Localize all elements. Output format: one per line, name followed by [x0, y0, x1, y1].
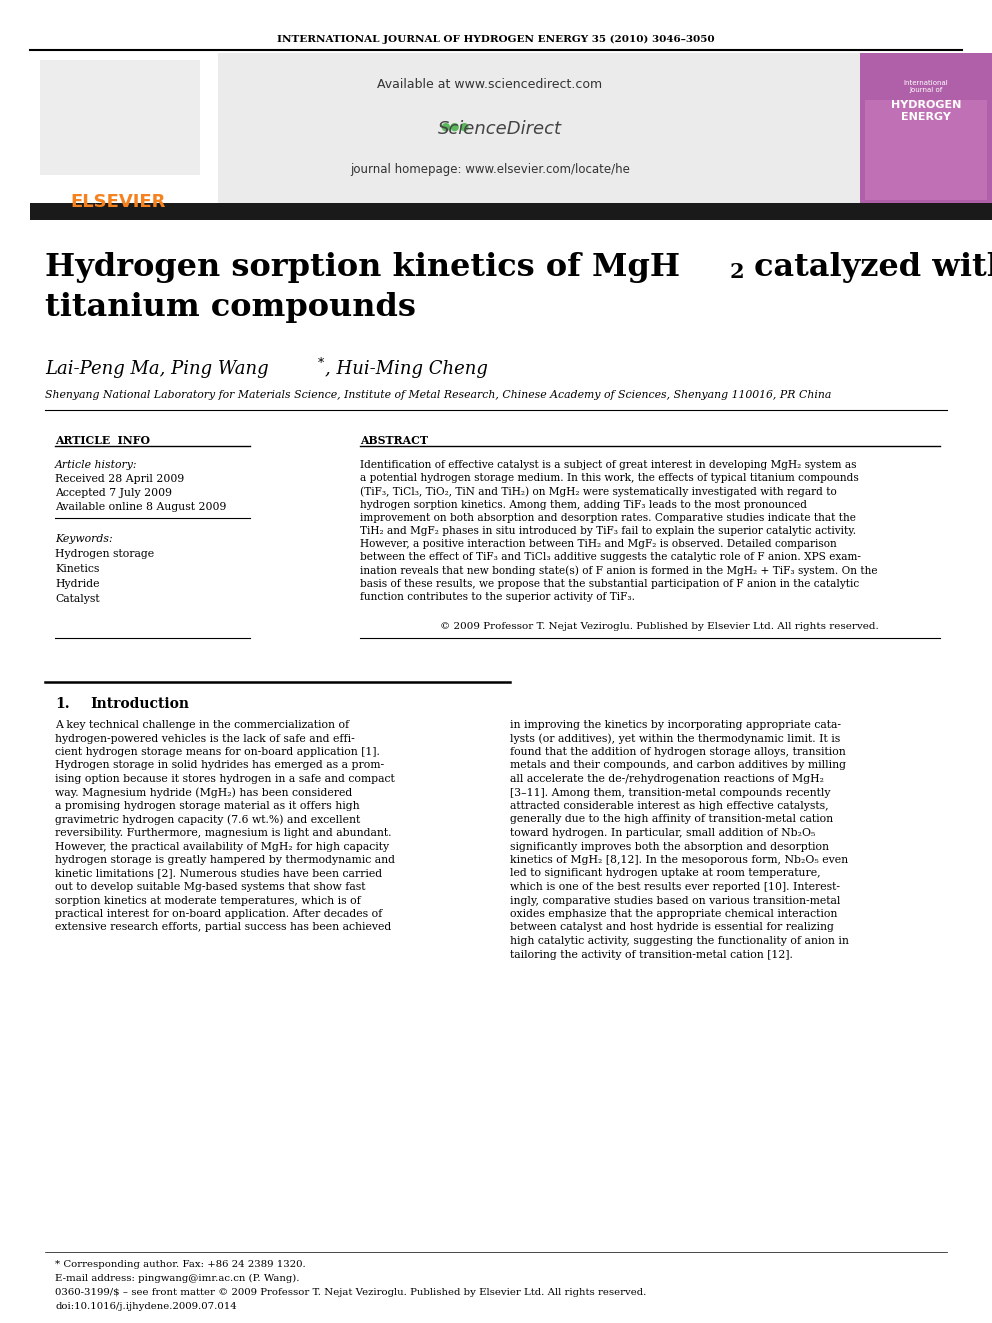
- Text: Shenyang National Laboratory for Materials Science, Institute of Metal Research,: Shenyang National Laboratory for Materia…: [45, 390, 831, 400]
- Text: toward hydrogen. In particular, small addition of Nb₂O₅: toward hydrogen. In particular, small ad…: [510, 828, 815, 837]
- Text: journal homepage: www.elsevier.com/locate/he: journal homepage: www.elsevier.com/locat…: [350, 163, 630, 176]
- Text: Article history:: Article history:: [55, 460, 138, 470]
- Text: Keywords:: Keywords:: [55, 534, 113, 544]
- Text: A key technical challenge in the commercialization of: A key technical challenge in the commerc…: [55, 720, 349, 730]
- Text: ising option because it stores hydrogen in a safe and compact: ising option because it stores hydrogen …: [55, 774, 395, 785]
- Text: Identification of effective catalyst is a subject of great interest in developin: Identification of effective catalyst is …: [360, 460, 856, 470]
- Text: Hydrogen sorption kinetics of MgH: Hydrogen sorption kinetics of MgH: [45, 251, 681, 283]
- Text: [3–11]. Among them, transition-metal compounds recently: [3–11]. Among them, transition-metal com…: [510, 787, 830, 798]
- Text: ARTICLE  INFO: ARTICLE INFO: [55, 435, 150, 446]
- Text: kinetic limitations [2]. Numerous studies have been carried: kinetic limitations [2]. Numerous studie…: [55, 868, 382, 878]
- Bar: [30, 53, 892, 205]
- Text: Hydride: Hydride: [55, 579, 99, 589]
- Text: attracted considerable interest as high effective catalysts,: attracted considerable interest as high …: [510, 800, 828, 811]
- Text: metals and their compounds, and carbon additives by milling: metals and their compounds, and carbon a…: [510, 761, 846, 770]
- Bar: [30, 202, 992, 220]
- Text: ●●●: ●●●: [440, 122, 469, 132]
- Text: INTERNATIONAL JOURNAL OF HYDROGEN ENERGY 35 (2010) 3046–3050: INTERNATIONAL JOURNAL OF HYDROGEN ENERGY…: [277, 34, 715, 44]
- Text: ScienceDirect: ScienceDirect: [438, 120, 562, 138]
- Text: a promising hydrogen storage material as it offers high: a promising hydrogen storage material as…: [55, 800, 360, 811]
- Bar: [30, 53, 218, 205]
- Text: led to significant hydrogen uptake at room temperature,: led to significant hydrogen uptake at ro…: [510, 868, 820, 878]
- Text: Hydrogen storage in solid hydrides has emerged as a prom-: Hydrogen storage in solid hydrides has e…: [55, 761, 384, 770]
- Text: significantly improves both the absorption and desorption: significantly improves both the absorpti…: [510, 841, 829, 852]
- Text: hydrogen sorption kinetics. Among them, adding TiF₃ leads to the most pronounced: hydrogen sorption kinetics. Among them, …: [360, 500, 807, 509]
- Text: tailoring the activity of transition-metal cation [12].: tailoring the activity of transition-met…: [510, 950, 793, 959]
- Text: generally due to the high affinity of transition-metal cation: generally due to the high affinity of tr…: [510, 815, 833, 824]
- Bar: [865, 101, 987, 200]
- Text: practical interest for on-board application. After decades of: practical interest for on-board applicat…: [55, 909, 382, 919]
- Text: found that the addition of hydrogen storage alloys, transition: found that the addition of hydrogen stor…: [510, 747, 846, 757]
- Text: hydrogen-powered vehicles is the lack of safe and effi-: hydrogen-powered vehicles is the lack of…: [55, 733, 355, 744]
- Text: ABSTRACT: ABSTRACT: [360, 435, 428, 446]
- Text: between catalyst and host hydride is essential for realizing: between catalyst and host hydride is ess…: [510, 922, 834, 933]
- Text: E-mail address: pingwang@imr.ac.cn (P. Wang).: E-mail address: pingwang@imr.ac.cn (P. W…: [55, 1274, 300, 1283]
- Text: out to develop suitable Mg-based systems that show fast: out to develop suitable Mg-based systems…: [55, 882, 365, 892]
- Text: all accelerate the de-/rehydrogenation reactions of MgH₂: all accelerate the de-/rehydrogenation r…: [510, 774, 824, 785]
- Text: TiH₂ and MgF₂ phases in situ introduced by TiF₃ fail to explain the superior cat: TiH₂ and MgF₂ phases in situ introduced …: [360, 527, 856, 536]
- Text: Kinetics: Kinetics: [55, 564, 99, 574]
- Text: a potential hydrogen storage medium. In this work, the effects of typical titani: a potential hydrogen storage medium. In …: [360, 474, 859, 483]
- Bar: [40, 60, 200, 175]
- Text: doi:10.1016/j.ijhydene.2009.07.014: doi:10.1016/j.ijhydene.2009.07.014: [55, 1302, 237, 1311]
- Text: 0360-3199/$ – see front matter © 2009 Professor T. Nejat Veziroglu. Published by: 0360-3199/$ – see front matter © 2009 Pr…: [55, 1289, 647, 1297]
- Text: lysts (or additives), yet within the thermodynamic limit. It is: lysts (or additives), yet within the the…: [510, 733, 840, 744]
- Text: Received 28 April 2009: Received 28 April 2009: [55, 474, 185, 484]
- Text: Introduction: Introduction: [90, 697, 189, 710]
- Text: © 2009 Professor T. Nejat Veziroglu. Published by Elsevier Ltd. All rights reser: © 2009 Professor T. Nejat Veziroglu. Pub…: [440, 622, 879, 631]
- Text: 2: 2: [730, 262, 745, 282]
- Text: (TiF₃, TiCl₃, TiO₂, TiN and TiH₂) on MgH₂ were systematically investigated with : (TiF₃, TiCl₃, TiO₂, TiN and TiH₂) on MgH…: [360, 487, 836, 497]
- Text: titanium compounds: titanium compounds: [45, 292, 416, 323]
- Text: oxides emphasize that the appropriate chemical interaction: oxides emphasize that the appropriate ch…: [510, 909, 837, 919]
- Text: ination reveals that new bonding state(s) of F anion is formed in the MgH₂ + TiF: ination reveals that new bonding state(s…: [360, 566, 878, 576]
- Text: in improving the kinetics by incorporating appropriate cata-: in improving the kinetics by incorporati…: [510, 720, 841, 730]
- Text: *: *: [318, 357, 324, 370]
- Text: cient hydrogen storage means for on-board application [1].: cient hydrogen storage means for on-boar…: [55, 747, 380, 757]
- Text: ingly, comparative studies based on various transition-metal: ingly, comparative studies based on vari…: [510, 896, 840, 905]
- Text: Available at www.sciencedirect.com: Available at www.sciencedirect.com: [377, 78, 602, 91]
- Text: hydrogen storage is greatly hampered by thermodynamic and: hydrogen storage is greatly hampered by …: [55, 855, 395, 865]
- Text: which is one of the best results ever reported [10]. Interest-: which is one of the best results ever re…: [510, 882, 840, 892]
- Text: However, the practical availability of MgH₂ for high capacity: However, the practical availability of M…: [55, 841, 389, 852]
- Text: basis of these results, we propose that the substantial participation of F anion: basis of these results, we propose that …: [360, 578, 859, 589]
- Text: catalyzed with: catalyzed with: [743, 251, 992, 283]
- Text: Catalyst: Catalyst: [55, 594, 99, 605]
- Text: way. Magnesium hydride (MgH₂) has been considered: way. Magnesium hydride (MgH₂) has been c…: [55, 787, 352, 798]
- Text: Accepted 7 July 2009: Accepted 7 July 2009: [55, 488, 172, 497]
- Text: reversibility. Furthermore, magnesium is light and abundant.: reversibility. Furthermore, magnesium is…: [55, 828, 392, 837]
- Text: kinetics of MgH₂ [8,12]. In the mesoporous form, Nb₂O₅ even: kinetics of MgH₂ [8,12]. In the mesoporo…: [510, 855, 848, 865]
- Text: * Corresponding author. Fax: +86 24 2389 1320.: * Corresponding author. Fax: +86 24 2389…: [55, 1259, 306, 1269]
- Text: ELSEVIER: ELSEVIER: [70, 193, 166, 210]
- Text: However, a positive interaction between TiH₂ and MgF₂ is observed. Detailed comp: However, a positive interaction between …: [360, 540, 836, 549]
- Text: Lai-Peng Ma, Ping Wang: Lai-Peng Ma, Ping Wang: [45, 360, 269, 378]
- Text: function contributes to the superior activity of TiF₃.: function contributes to the superior act…: [360, 591, 635, 602]
- Text: 1.: 1.: [55, 697, 69, 710]
- Text: sorption kinetics at moderate temperatures, which is of: sorption kinetics at moderate temperatur…: [55, 896, 361, 905]
- Text: extensive research efforts, partial success has been achieved: extensive research efforts, partial succ…: [55, 922, 391, 933]
- Text: improvement on both absorption and desorption rates. Comparative studies indicat: improvement on both absorption and desor…: [360, 513, 856, 523]
- Bar: [860, 53, 992, 205]
- Text: HYDROGEN
ENERGY: HYDROGEN ENERGY: [891, 101, 961, 122]
- Text: high catalytic activity, suggesting the functionality of anion in: high catalytic activity, suggesting the …: [510, 935, 849, 946]
- Text: between the effect of TiF₃ and TiCl₃ additive suggests the catalytic role of F a: between the effect of TiF₃ and TiCl₃ add…: [360, 553, 861, 562]
- Text: International
Journal of: International Journal of: [904, 79, 948, 93]
- Text: , Hui-Ming Cheng: , Hui-Ming Cheng: [325, 360, 488, 378]
- Text: gravimetric hydrogen capacity (7.6 wt.%) and excellent: gravimetric hydrogen capacity (7.6 wt.%)…: [55, 815, 360, 826]
- Text: Available online 8 August 2009: Available online 8 August 2009: [55, 501, 226, 512]
- Text: Hydrogen storage: Hydrogen storage: [55, 549, 154, 560]
